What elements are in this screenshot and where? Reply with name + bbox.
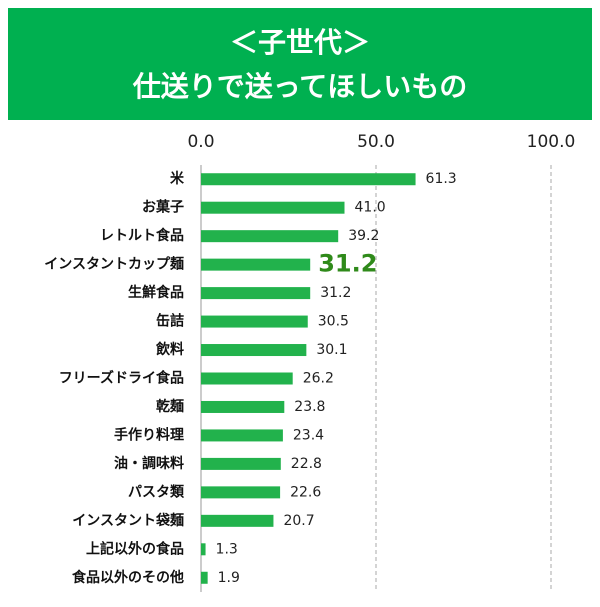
value-label: 23.4 [293,427,324,443]
bar [201,514,274,527]
bar [201,571,208,584]
title-banner [8,8,592,120]
value-label: 31.2 [320,285,351,301]
bar [201,372,293,385]
chart-title: ＜子世代＞ [230,26,370,59]
y-tick-label: 上記以外の食品 [86,540,184,557]
value-label: 30.1 [316,342,347,358]
value-label: 22.6 [290,484,321,500]
y-tick-label: 乾麺 [156,398,184,415]
x-tick-label: 100.0 [527,132,576,152]
value-label: 61.3 [426,171,457,187]
y-tick-label: レトルト食品 [100,227,184,244]
y-tick-label: 生鮮食品 [128,284,184,301]
x-tick-label: 0.0 [187,132,214,152]
y-tick-label: インスタントカップ麺 [44,256,184,273]
y-tick-label: フリーズドライ食品 [59,370,184,387]
value-label: 1.3 [216,541,238,557]
y-tick-label: 飲料 [155,341,184,358]
y-tick-label: インスタント袋麺 [72,512,184,529]
y-tick-label: 米 [170,170,185,187]
value-label: 22.8 [291,456,322,472]
bar [201,258,311,271]
chart-title: 仕送りで送ってほしいもの [132,70,468,103]
bar [201,315,308,328]
value-label: 1.9 [218,570,240,586]
x-tick-label: 50.0 [357,132,395,152]
bar [201,344,307,357]
y-tick-label: パスタ類 [128,484,185,500]
bar [201,201,345,214]
bar [201,457,281,470]
y-tick-label: 缶詰 [156,313,184,330]
value-label: 30.5 [318,314,349,330]
value-label: 23.8 [294,399,325,415]
y-tick-label: 油・調味料 [114,455,184,472]
bar [201,429,283,442]
bar [201,543,206,556]
value-label: 20.7 [283,513,314,529]
value-label: 41.0 [355,200,386,216]
y-tick-label: お菓子 [142,199,184,216]
bar [201,230,339,243]
bar [201,400,285,413]
bar [201,486,281,499]
bar [201,173,416,186]
value-label: 31.2 [318,250,377,278]
bar [201,287,311,300]
y-tick-label: 手作り料理 [114,426,184,443]
value-label: 26.2 [303,371,334,387]
y-tick-label: 食品以外のその他 [72,569,184,586]
value-label: 39.2 [348,228,379,244]
